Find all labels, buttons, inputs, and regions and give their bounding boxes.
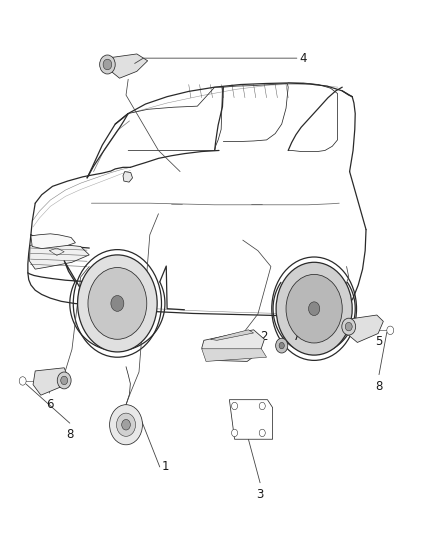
Text: 8: 8 bbox=[66, 429, 74, 441]
Circle shape bbox=[88, 268, 147, 340]
Polygon shape bbox=[230, 400, 272, 439]
Circle shape bbox=[78, 255, 157, 352]
Text: 1: 1 bbox=[162, 461, 170, 473]
Text: 5: 5 bbox=[375, 335, 383, 348]
Circle shape bbox=[308, 302, 320, 316]
Circle shape bbox=[57, 372, 71, 389]
Circle shape bbox=[342, 318, 356, 335]
Polygon shape bbox=[33, 368, 67, 395]
Text: 3: 3 bbox=[256, 488, 264, 501]
Circle shape bbox=[387, 326, 394, 335]
Text: 7: 7 bbox=[293, 329, 300, 343]
Polygon shape bbox=[106, 54, 148, 78]
Circle shape bbox=[276, 262, 352, 355]
Circle shape bbox=[345, 322, 352, 331]
Polygon shape bbox=[202, 349, 267, 361]
Polygon shape bbox=[346, 315, 383, 342]
Circle shape bbox=[110, 405, 142, 445]
Circle shape bbox=[19, 377, 26, 385]
Circle shape bbox=[122, 419, 131, 430]
Circle shape bbox=[259, 402, 265, 410]
Circle shape bbox=[279, 342, 284, 349]
Text: 6: 6 bbox=[46, 398, 53, 411]
Circle shape bbox=[111, 295, 124, 311]
Circle shape bbox=[103, 59, 112, 70]
Polygon shape bbox=[30, 243, 89, 269]
Circle shape bbox=[276, 338, 288, 353]
Circle shape bbox=[100, 55, 115, 74]
Text: 8: 8 bbox=[375, 380, 383, 393]
Circle shape bbox=[232, 429, 237, 437]
Text: 4: 4 bbox=[299, 52, 307, 64]
Polygon shape bbox=[31, 234, 75, 248]
Text: 2: 2 bbox=[260, 329, 268, 343]
Circle shape bbox=[259, 429, 265, 437]
Circle shape bbox=[232, 402, 237, 410]
Polygon shape bbox=[123, 172, 133, 182]
Circle shape bbox=[117, 413, 135, 437]
Polygon shape bbox=[202, 330, 265, 361]
Circle shape bbox=[61, 376, 67, 385]
Circle shape bbox=[286, 274, 342, 343]
Polygon shape bbox=[210, 330, 254, 341]
